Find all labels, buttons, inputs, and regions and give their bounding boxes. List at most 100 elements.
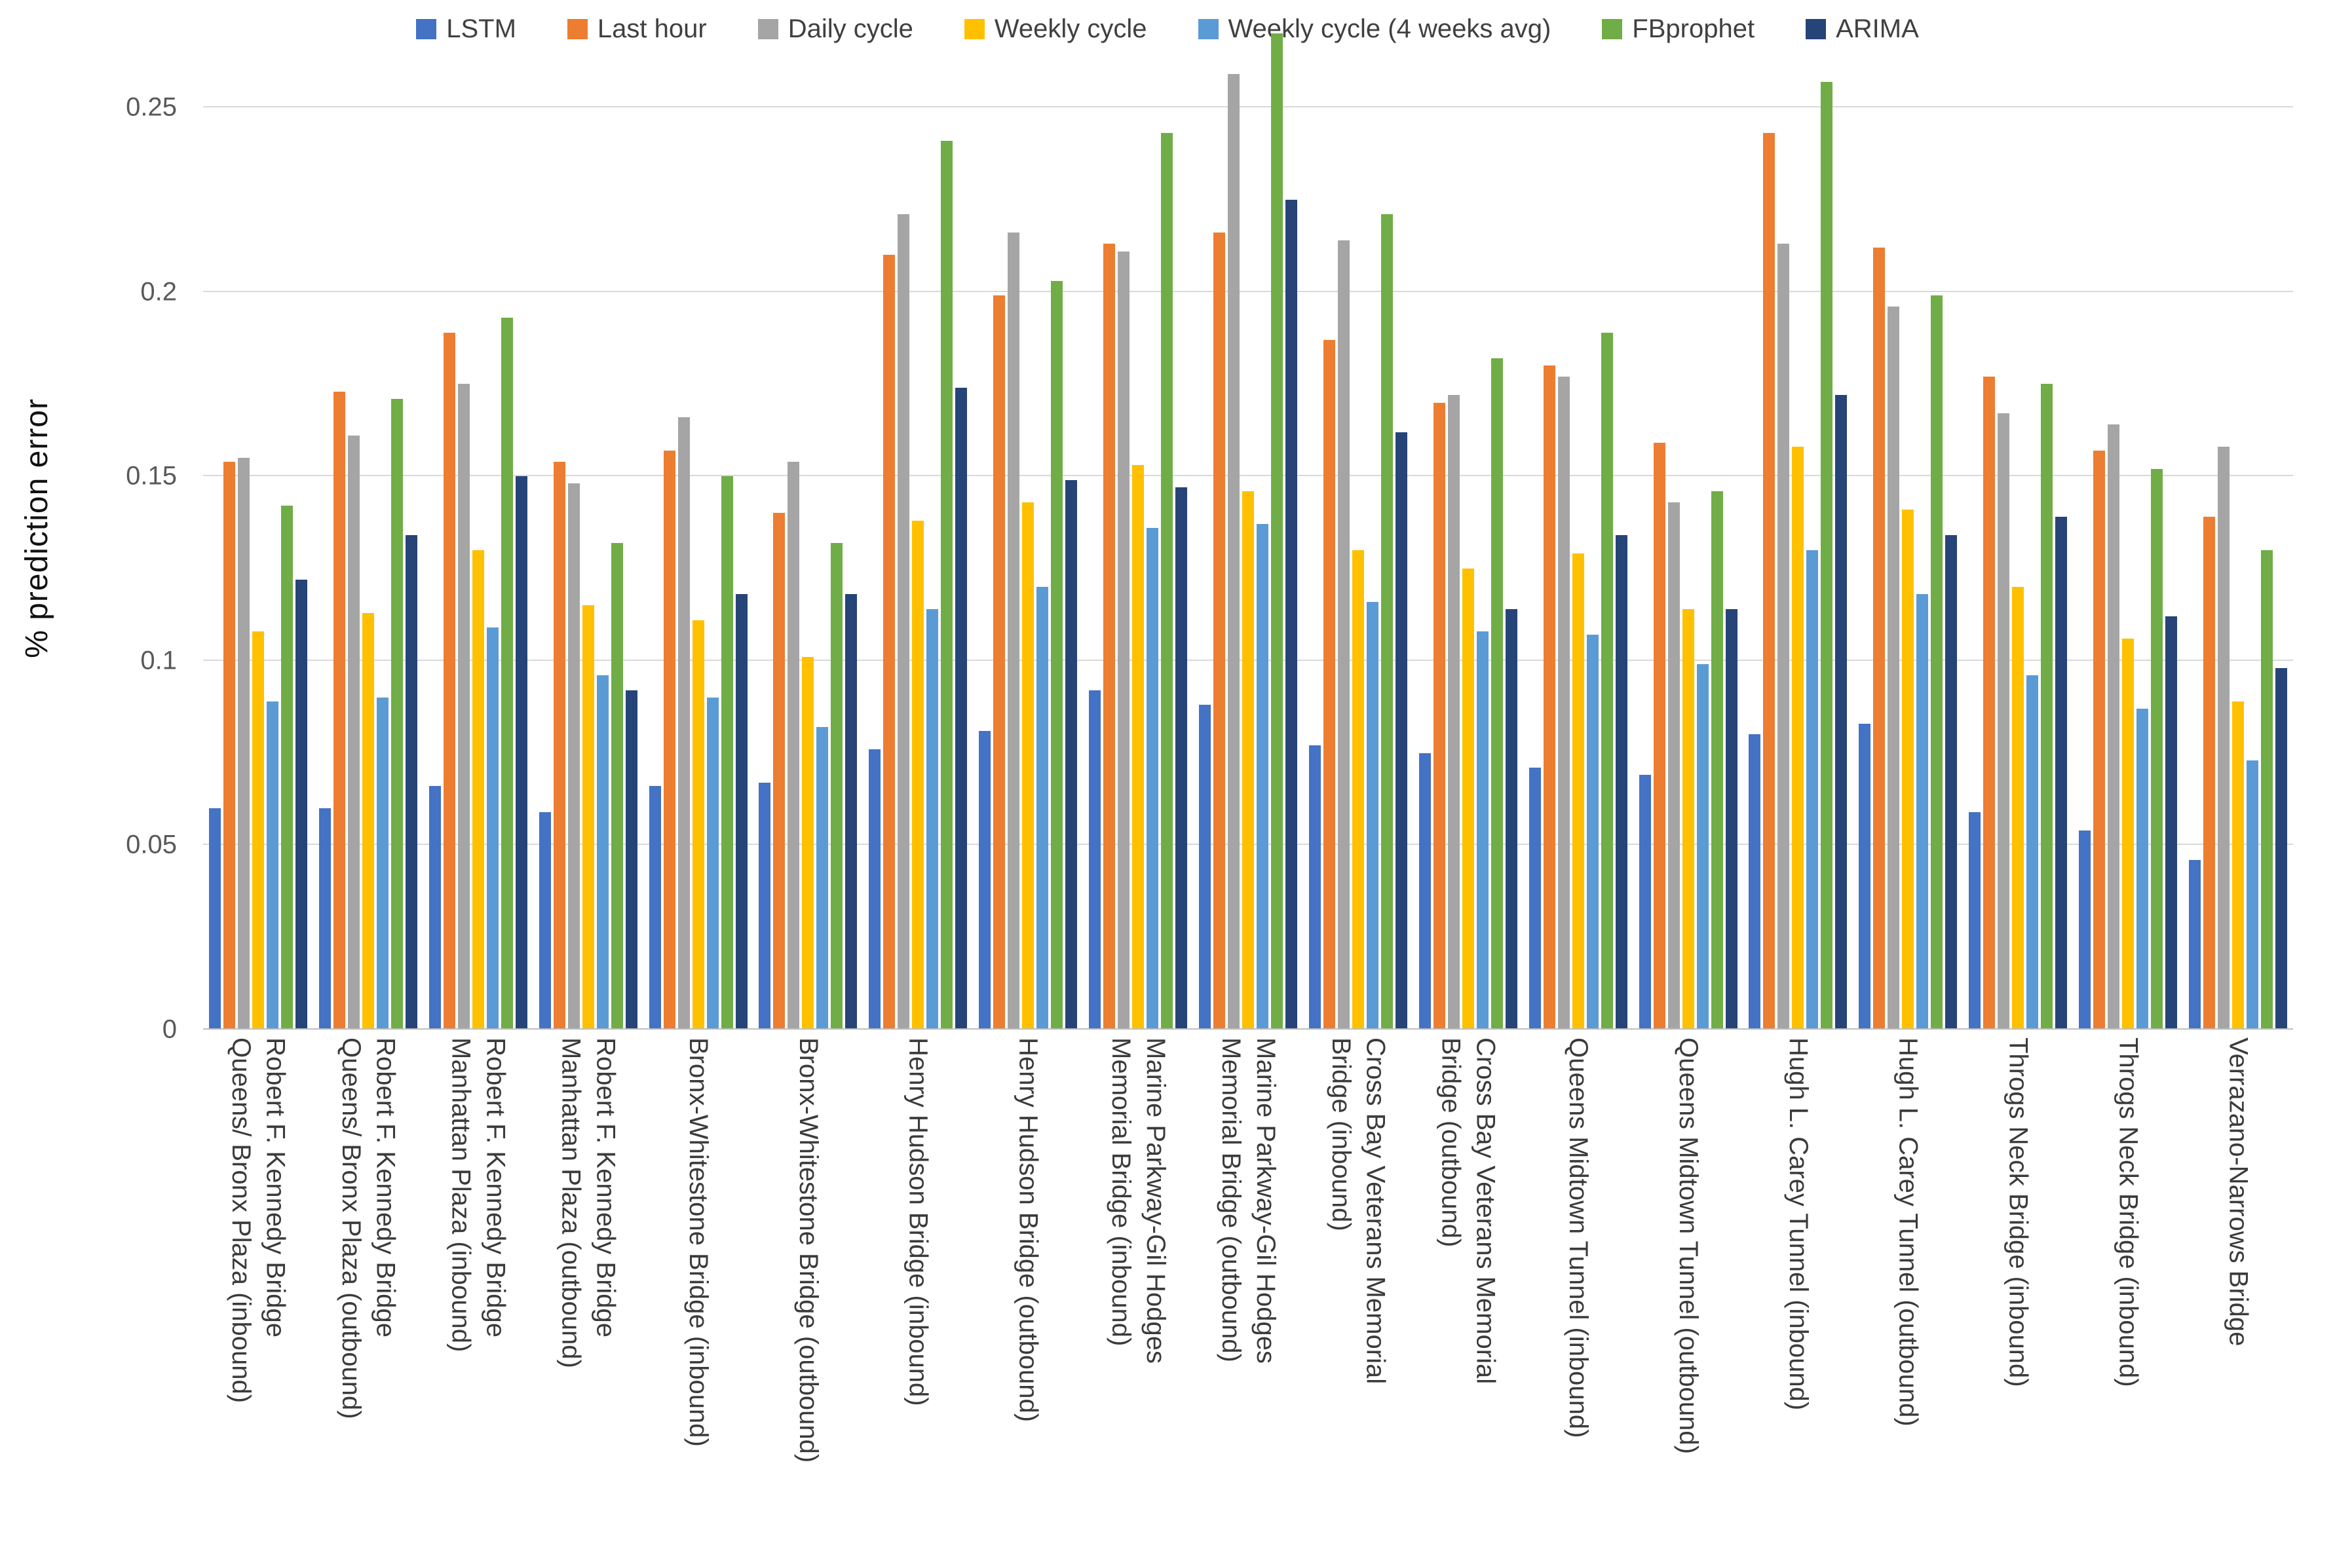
bar-group [313,26,423,1030]
bar [1022,502,1035,1030]
bar [1161,133,1173,1030]
bar [318,808,331,1030]
bar [721,476,733,1030]
bar [706,698,719,1030]
x-label-cell: Hugh L. Carey Tunnel (outbound) [1853,1037,1963,1565]
bar [1998,413,2010,1030]
bar [625,690,637,1030]
bar [788,461,800,1030]
x-axis-label: Bronx-Whitestone Bridge (outbound) [793,1037,823,1463]
bar [457,384,470,1030]
bar [759,782,771,1030]
bar [898,214,910,1030]
bar [582,605,594,1030]
x-label-cell: Hugh L. Carey Tunnel (inbound) [1743,1037,1853,1565]
bar [2079,830,2091,1030]
x-label-cell: Henry Hudson Bridge (inbound) [863,1037,973,1565]
bar [677,417,690,1030]
bar [376,698,389,1030]
bar [2217,447,2230,1030]
legend-swatch-icon [1198,19,1219,39]
x-axis-labels: Robert F. Kennedy Bridge Queens/ Bronx P… [203,1037,2293,1565]
x-label-cell: Cross Bay Veterans Memorial Bridge (outb… [1413,1037,1523,1565]
x-label-cell: Marine Parkway-Gil Hodges Memorial Bridg… [1083,1037,1193,1565]
bar [2122,638,2135,1030]
bar [2055,517,2068,1030]
bar [1835,395,1848,1030]
x-axis-label: Throgs Neck Bridge (inbound) [2003,1037,2033,1387]
bar [1667,502,1680,1030]
bar-group [2183,26,2293,1030]
bar-group [1413,26,1523,1030]
bar [237,458,250,1030]
gridline [203,290,2293,292]
x-axis-label: Robert F. Kennedy Bridge Manhattan Plaza… [556,1037,620,1368]
legend-item: Weekly cycle (4 weeks avg) [1198,14,1551,44]
bar [1777,244,1790,1030]
bar [1447,395,1460,1030]
bar [1270,33,1283,1030]
legend-swatch-icon [567,19,588,39]
legend-label: FBprophet [1632,14,1755,43]
bar [1433,402,1445,1030]
bar [802,657,814,1030]
bar [979,730,991,1030]
bar [1806,550,1819,1030]
bar [1983,377,1996,1030]
bar-group [1743,26,1853,1030]
bar [1198,705,1211,1030]
x-axis-label: Throgs Neck Bridge (inbound) [2114,1037,2143,1387]
bar [2093,450,2106,1030]
bar [553,461,565,1030]
bar [883,255,896,1030]
bar [486,627,499,1030]
legend-item: FBprophet [1602,14,1755,44]
bar [1725,608,1737,1030]
bar [1873,247,1886,1030]
gridline [203,105,2293,107]
legend-swatch-icon [757,19,778,39]
x-label-cell: Cross Bay Veterans Memorial Bridge (inbo… [1303,1037,1413,1565]
bar [1036,587,1049,1030]
x-label-cell: Throgs Neck Bridge (inbound) [2073,1037,2183,1565]
y-tick-label: 0.2 [140,277,177,307]
bar-group [1083,26,1193,1030]
bar [2026,675,2039,1030]
bar [1147,528,1159,1030]
legend-item: Daily cycle [757,14,913,44]
x-axis-label: Marine Parkway-Gil Hodges Memorial Bridg… [1107,1037,1170,1364]
bar [955,387,968,1030]
bar [2108,424,2120,1030]
legend-label: ARIMA [1836,14,1919,43]
bar-group [753,26,863,1030]
bar [2203,517,2215,1030]
y-tick-label: 0.25 [126,92,177,122]
bar-group [1523,26,1633,1030]
bar [1323,339,1335,1030]
y-tick-label: 0.1 [140,646,177,675]
bar [596,675,609,1030]
bar [1916,594,1929,1030]
x-axis-label: Robert F. Kennedy Bridge Queens/ Bronx P… [226,1037,290,1404]
bar [1380,214,1393,1030]
bar [515,476,527,1030]
y-tick-label: 0.05 [126,830,177,859]
bar [2151,468,2163,1030]
legend: LSTM Last hour Daily cycle Weekly cycle Week… [0,14,2335,44]
legend-item: LSTM [416,14,516,44]
bar-group [203,26,313,1030]
bar [208,808,221,1030]
legend-swatch-icon [1602,19,1623,39]
x-axis-label: Hugh L. Carey Tunnel (outbound) [1893,1037,1923,1427]
legend-label: Daily cycle [788,14,913,43]
x-label-cell: Henry Hudson Bridge (outbound) [973,1037,1083,1565]
x-label-cell: Marine Parkway-Gil Hodges Memorial Bridg… [1193,1037,1303,1565]
bar [1931,295,1943,1030]
bar [1696,664,1709,1030]
bar-groups [203,26,2293,1030]
bar [1008,233,1020,1030]
bar [1132,465,1145,1030]
bar-group [1853,26,1963,1030]
x-label-cell: Robert F. Kennedy Bridge Queens/ Bronx P… [203,1037,313,1565]
